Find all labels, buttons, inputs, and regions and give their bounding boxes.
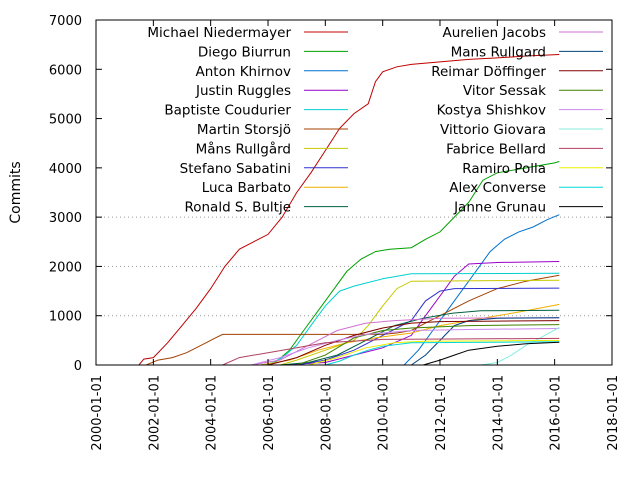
legend-label: Ronald S. Bultje — [184, 200, 291, 216]
series-line-4 — [267, 272, 560, 366]
x-tick-label: 2002-01-01 — [147, 375, 162, 451]
legend-label: Fabrice Bellard — [446, 141, 546, 157]
y-axis-label: Commits — [8, 161, 24, 223]
x-tick-label: 2018-01-01 — [606, 375, 621, 451]
series-line-5 — [145, 274, 560, 366]
series-line-19 — [423, 341, 560, 366]
legend-label: Martin Storsjö — [197, 122, 291, 138]
series-line-8 — [260, 303, 560, 366]
y-tick-label: 2000 — [49, 260, 82, 275]
legend: Michael Niedermayer Diego Biurrun Anton Kh… — [147, 25, 603, 216]
x-tick-label: 2016-01-01 — [549, 375, 564, 451]
legend-label: Måns Rullgård — [196, 140, 291, 157]
legend-label: Anton Khirnov — [196, 64, 291, 80]
legend-label: Michael Niedermayer — [147, 25, 291, 41]
series-line-18 — [325, 341, 560, 366]
legend-label: Ramiro Polla — [462, 161, 546, 177]
series-line-1 — [260, 161, 560, 366]
legend-label: Vittorio Giovara — [440, 122, 546, 138]
x-tick-label: 2012-01-01 — [434, 375, 449, 451]
series-line-0 — [138, 54, 560, 366]
series-line-12 — [267, 320, 560, 366]
axes: 0 1000 2000 3000 4000 5000 6000 7000 2000-01-01 2… — [49, 14, 621, 451]
legend-label: Vitor Sessak — [463, 83, 546, 99]
series-line-3 — [279, 261, 560, 366]
series-line-16 — [222, 337, 560, 366]
series-lines — [138, 54, 560, 366]
plot-area-border — [95, 19, 613, 366]
y-tick-label: 5000 — [49, 113, 82, 128]
x-tick-label: 2000-01-01 — [90, 375, 105, 451]
series-line-13 — [296, 324, 560, 366]
legend-label: Alex Converse — [449, 180, 546, 196]
legend-label: Janne Grunau — [453, 200, 546, 216]
y-tick-label: 4000 — [49, 162, 82, 177]
series-line-7 — [296, 287, 560, 366]
series-line-14 — [251, 328, 560, 366]
y-tick-label: 1000 — [49, 310, 82, 325]
series-line-11 — [411, 317, 560, 366]
series-line-10 — [251, 317, 560, 366]
legend-label: Mans Rullgard — [451, 44, 546, 60]
x-tick-label: 2010-01-01 — [377, 375, 392, 451]
x-tick-label: 2014-01-01 — [491, 375, 506, 451]
legend-label: Diego Biurrun — [198, 44, 291, 60]
legend-label: Baptiste Coudurier — [164, 103, 291, 119]
x-tick-label: 2006-01-01 — [262, 375, 277, 451]
x-tick-label: 2008-01-01 — [319, 375, 334, 451]
y-tick-label: 3000 — [49, 211, 82, 226]
y-tick-label: 0 — [74, 359, 82, 374]
series-line-17 — [308, 339, 560, 366]
legend-label: Luca Barbato — [202, 180, 291, 196]
grid-lines — [96, 216, 612, 317]
legend-label: Justin Ruggles — [195, 83, 291, 99]
x-tick-label: 2004-01-01 — [205, 375, 220, 451]
series-line-6 — [279, 279, 560, 366]
series-line-15 — [480, 327, 560, 366]
legend-label: Reimar Döffinger — [431, 64, 546, 80]
y-tick-label: 7000 — [49, 14, 82, 29]
series-line-2 — [403, 214, 560, 366]
legend-label: Kostya Shishkov — [437, 103, 546, 119]
y-tick-label: 6000 — [49, 63, 82, 78]
legend-label: Stefano Sabatini — [180, 161, 291, 177]
legend-label: Aurelien Jacobs — [442, 25, 546, 41]
